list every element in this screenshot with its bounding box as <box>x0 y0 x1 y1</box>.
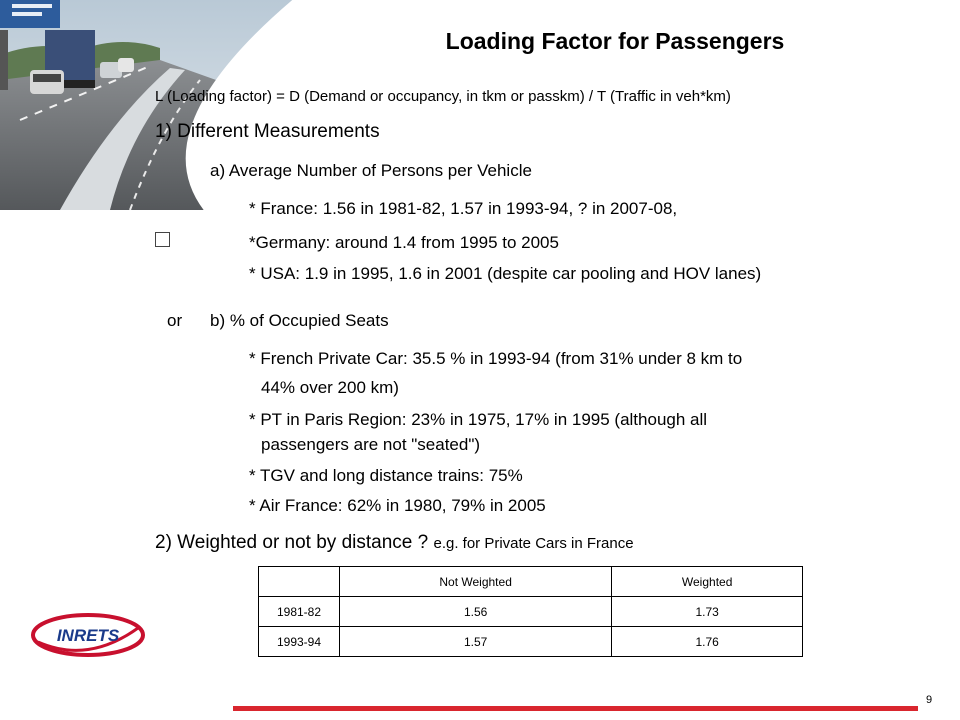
loading-factor-definition: L (Loading factor) = D (Demand or occupa… <box>155 88 731 105</box>
list-item-usa: * USA: 1.9 in 1995, 1.6 in 2001 (despite… <box>249 264 762 283</box>
section-2-heading-text: 2) Weighted or not by distance ? <box>155 532 429 553</box>
checkbox-glyph <box>155 232 170 247</box>
list-item-tgv: * TGV and long distance trains: 75% <box>249 466 523 485</box>
measure-b-label: b) % of Occupied Seats <box>210 311 389 330</box>
list-item-french-car: * French Private Car: 35.5 % in 1993-94 … <box>249 349 743 368</box>
table-header-cell <box>258 566 340 597</box>
table-cell: 1.57 <box>338 626 613 657</box>
table-cell: 1.76 <box>611 626 803 657</box>
table-row: 1993-94 1.57 1.76 <box>258 626 803 657</box>
list-item-paris-pt-cont: passengers are not "seated") <box>261 435 481 454</box>
footer-accent-bar <box>233 706 918 711</box>
table-cell: 1993-94 <box>258 626 340 657</box>
section-2-suffix: e.g. for Private Cars in France <box>433 535 634 552</box>
list-item-french-car-cont: 44% over 200 km) <box>261 378 399 397</box>
highway-photo <box>0 0 304 214</box>
section-2-heading: 2) Weighted or not by distance ? e.g. fo… <box>155 532 634 554</box>
page-title: Loading Factor for Passengers <box>445 28 785 54</box>
list-item-france: * France: 1.56 in 1981-82, 1.57 in 1993-… <box>249 199 678 218</box>
list-item-germany: *Germany: around 1.4 from 1995 to 2005 <box>249 233 559 252</box>
section-1-heading: 1) Different Measurements <box>155 121 380 142</box>
table-header-cell: Not Weighted <box>338 566 613 597</box>
table-row: 1981-82 1.56 1.73 <box>258 596 803 627</box>
list-item-air-france: * Air France: 62% in 1980, 79% in 2005 <box>249 496 546 515</box>
or-label: or <box>167 311 183 330</box>
list-item-paris-pt: * PT in Paris Region: 23% in 1975, 17% i… <box>249 410 708 429</box>
measure-a-label: a) Average Number of Persons per Vehicle <box>210 161 532 180</box>
loading-factor-table: Not Weighted Weighted 1981-82 1.56 1.73 … <box>258 566 803 657</box>
table-cell: 1.56 <box>338 596 613 627</box>
logo-text: INRETS <box>57 626 120 645</box>
inrets-logo: INRETS <box>30 612 146 658</box>
table-header-cell: Weighted <box>611 566 803 597</box>
table-cell: 1981-82 <box>258 596 340 627</box>
table-header-row: Not Weighted Weighted <box>258 566 803 597</box>
page-number: 9 <box>926 694 933 706</box>
table-cell: 1.73 <box>611 596 803 627</box>
